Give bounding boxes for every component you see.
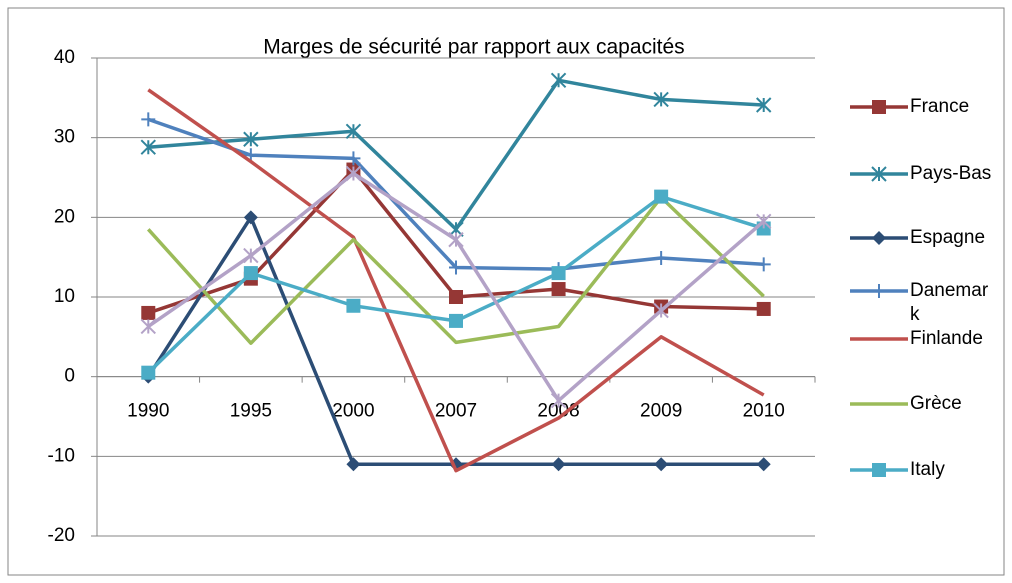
marker [756, 301, 771, 316]
marker [346, 151, 361, 166]
marker [872, 100, 886, 114]
marker [140, 139, 156, 155]
x-tick-label: 1995 [230, 401, 272, 422]
marker [872, 463, 886, 477]
marker [654, 457, 669, 472]
marker [346, 457, 361, 472]
marker [653, 91, 669, 108]
x-tick-label: 2008 [537, 401, 579, 422]
y-tick-label: 10 [54, 286, 75, 307]
marker [654, 250, 669, 265]
marker [243, 131, 259, 147]
y-tick-label: -20 [48, 525, 75, 546]
marker [243, 266, 258, 281]
legend-label: Grèce [910, 393, 962, 414]
legend-label: Espagne [910, 227, 986, 248]
marker [551, 457, 566, 472]
x-tick-label: 2007 [435, 401, 477, 422]
marker [243, 247, 259, 264]
y-tick-label: 20 [54, 206, 75, 227]
series-line [147, 88, 765, 473]
marker [141, 365, 156, 380]
marker [243, 210, 258, 225]
marker [872, 231, 886, 245]
x-tick-label: 2009 [640, 401, 682, 422]
x-tick-label: 2000 [332, 401, 374, 422]
marker [756, 213, 772, 230]
chart-title: Marges de sécurité par rapport aux capac… [263, 36, 684, 59]
marker [756, 97, 772, 113]
marker [871, 166, 887, 182]
legend-label: Finlande [910, 328, 983, 349]
marker [550, 72, 567, 89]
marker [449, 313, 463, 328]
legend-label: Pays-Bas [910, 163, 992, 184]
x-tick-label: 1990 [127, 401, 169, 422]
y-tick-label: 30 [54, 127, 75, 148]
marker [654, 189, 669, 204]
marker [448, 231, 464, 248]
marker [449, 290, 463, 304]
marker [551, 282, 566, 297]
y-tick-label: 40 [54, 47, 75, 68]
x-tick-label: 2010 [743, 401, 785, 422]
y-tick-label: 0 [64, 366, 75, 387]
legend-label: France [910, 96, 970, 117]
marker [141, 305, 156, 320]
marker [346, 298, 361, 313]
marker [141, 112, 156, 127]
marker [550, 392, 567, 409]
marker [551, 266, 566, 281]
marker [140, 318, 156, 335]
legend-label: Italy [910, 459, 945, 480]
y-tick-label: -10 [48, 445, 75, 466]
marker [345, 165, 362, 182]
marker [345, 123, 362, 140]
marker [872, 284, 886, 298]
legend-label: Danemark [910, 280, 989, 325]
marker [756, 457, 771, 472]
marker [756, 257, 771, 272]
marker [653, 302, 669, 319]
marker [449, 260, 463, 275]
